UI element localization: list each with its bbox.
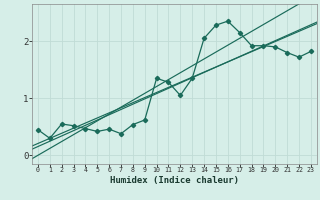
X-axis label: Humidex (Indice chaleur): Humidex (Indice chaleur) xyxy=(110,176,239,185)
